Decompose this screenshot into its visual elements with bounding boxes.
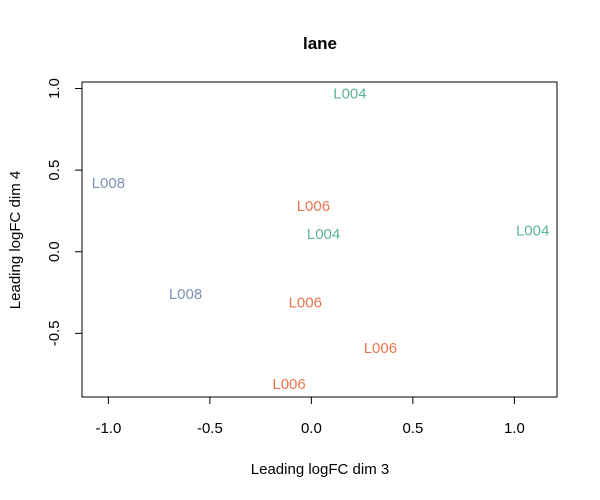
point-label-l006: L006 [297,198,330,215]
x-axis-label: Leading logFC dim 3 [251,461,389,478]
y-tick-label: 0.5 [46,160,63,181]
point-label-l008: L008 [169,286,202,303]
point-label-l004: L004 [307,226,340,243]
point-label-l004: L004 [333,85,366,102]
x-tick-label: 1.0 [504,420,525,437]
y-axis: -0.5 0.0 0.5 1.0 [46,78,83,346]
point-label-l006: L006 [289,294,322,311]
x-tick-label: 0.5 [402,420,423,437]
y-axis-label: Leading logFC dim 4 [7,171,24,309]
point-label-l006: L006 [364,340,397,357]
chart-title: lane [303,34,337,53]
x-axis: -1.0 -0.5 0.0 0.5 1.0 [95,396,525,437]
x-tick-label: -0.5 [197,420,223,437]
point-label-l006: L006 [272,376,305,393]
y-tick-label: 0.0 [46,241,63,262]
x-tick-label: -1.0 [95,420,121,437]
x-tick-label: 0.0 [301,420,322,437]
y-tick-label: -0.5 [46,320,63,346]
point-label-l008: L008 [92,175,125,192]
data-points: L004 L008 L006 L004 L004 L008 L006 L006 L006 [92,85,550,393]
point-label-l004: L004 [516,223,549,240]
y-tick-label: 1.0 [46,78,63,99]
